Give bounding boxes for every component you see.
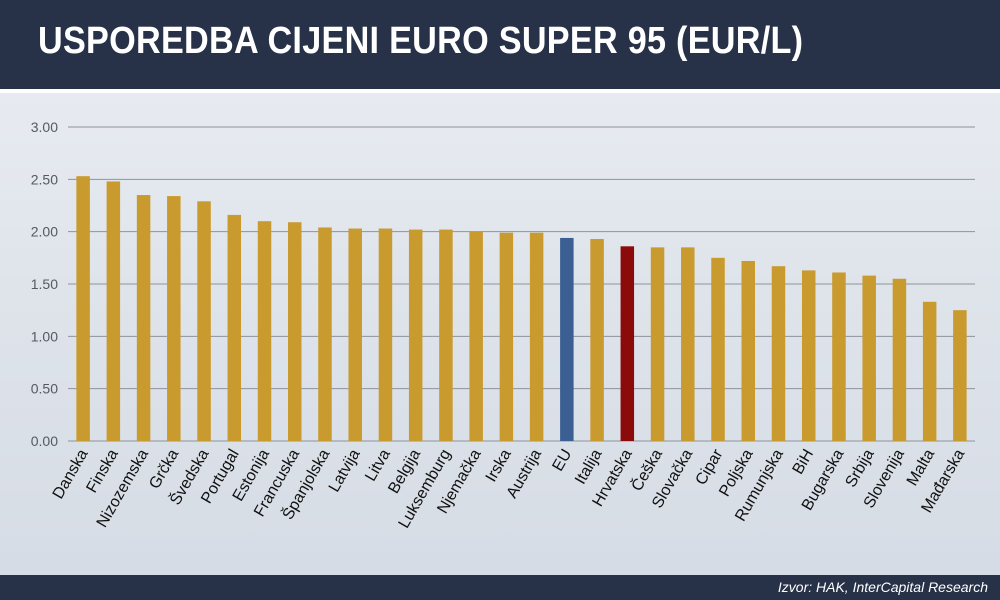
bar-mađarska	[953, 310, 967, 441]
y-tick-label: 3.00	[31, 119, 58, 135]
footer-bar: Izvor: HAK, InterCapital Research	[0, 575, 1000, 600]
bar-grčka	[167, 196, 181, 441]
bar-francuska	[288, 222, 302, 441]
bar-estonija	[257, 221, 272, 441]
y-tick-label: 1.00	[31, 328, 58, 344]
bar-češka	[650, 247, 665, 441]
x-tick-label: Latvija	[326, 446, 364, 495]
y-tick-label: 2.00	[31, 224, 58, 240]
x-tick-label: BiH	[790, 447, 818, 478]
bar-italija	[590, 238, 604, 441]
bar-belgija	[408, 229, 423, 441]
bar-slovačka	[681, 247, 695, 441]
bar-finska	[106, 181, 121, 441]
bar-bih	[801, 270, 816, 441]
x-tick-label: Danska	[50, 446, 92, 502]
y-tick-label: 0.50	[31, 381, 58, 397]
bar-njemačka	[469, 231, 483, 441]
bar-litva	[378, 228, 393, 441]
bar-bugarska	[832, 272, 846, 441]
bar-cipar	[711, 257, 725, 441]
bar-rumunjska	[771, 266, 786, 441]
bar-latvija	[348, 228, 362, 441]
bar-eu	[560, 237, 574, 441]
bar-nizozemska	[136, 195, 151, 441]
y-tick-label: 2.50	[31, 171, 58, 187]
bar-austrija	[529, 232, 544, 441]
bar-srbija	[862, 275, 876, 441]
bar-hrvatska	[620, 246, 635, 441]
x-tick-label: EU	[549, 447, 575, 475]
x-tick-label: Irska	[483, 446, 515, 485]
bar-danska	[76, 176, 90, 441]
bar-malta	[922, 301, 937, 441]
bar-portugal	[227, 214, 242, 441]
bar-irska	[499, 232, 514, 441]
bar-španjolska	[318, 227, 332, 441]
bar-švedska	[197, 201, 211, 441]
x-tick-label: Litva	[362, 446, 394, 484]
header-bar: USPOREDBA CIJENI EURO SUPER 95 (EUR/L)	[0, 0, 1000, 89]
y-tick-label: 1.50	[31, 276, 58, 292]
bar-poljska	[741, 260, 755, 441]
source-note: Izvor: HAK, InterCapital Research	[777, 579, 988, 595]
y-tick-label: 0.00	[31, 433, 58, 449]
bar-luksemburg	[439, 229, 453, 441]
bar-slovenija	[892, 278, 907, 441]
chart-title: USPOREDBA CIJENI EURO SUPER 95 (EUR/L)	[38, 20, 804, 62]
